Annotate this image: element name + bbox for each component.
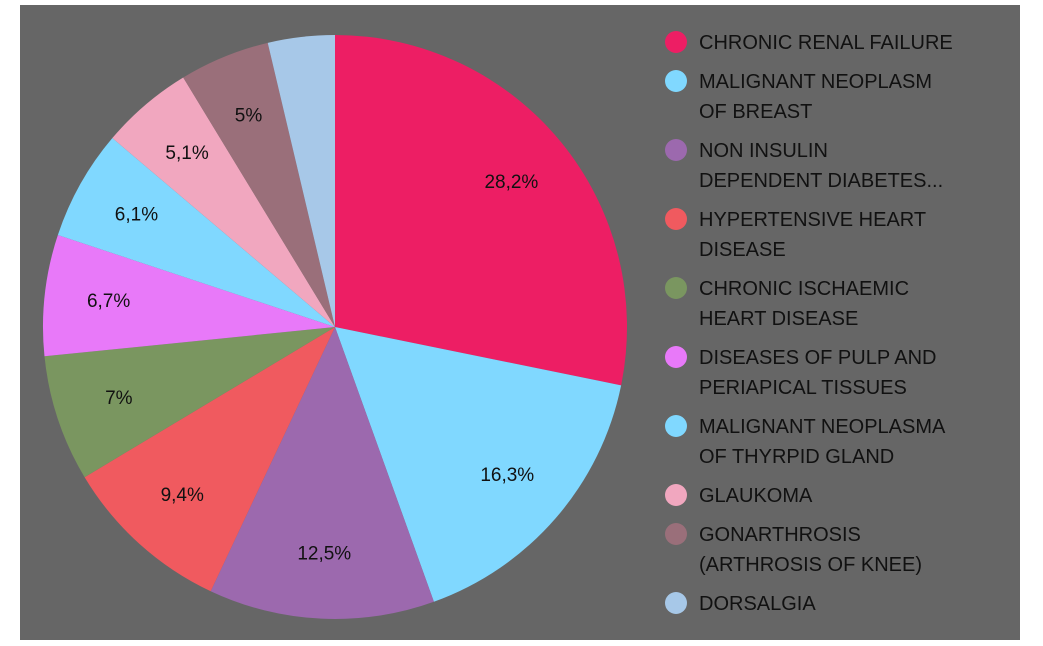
legend-label: GLAUKOMA bbox=[699, 485, 813, 507]
data-label: 7% bbox=[105, 388, 133, 409]
legend-label: CHRONIC RENAL FAILURE bbox=[699, 32, 953, 54]
pie-slice bbox=[84, 327, 335, 592]
legend-item: MALIGNANT NEOPLASM OF BREAST bbox=[665, 67, 953, 127]
legend-swatch bbox=[665, 523, 687, 545]
data-label: 28,2% bbox=[484, 172, 538, 193]
legend-swatch bbox=[665, 31, 687, 53]
legend-item: GLAUKOMA bbox=[665, 481, 953, 511]
pie-slice bbox=[43, 235, 336, 357]
pie-slice bbox=[44, 327, 335, 478]
data-label: 12,5% bbox=[297, 544, 351, 565]
data-label: 9,4% bbox=[161, 485, 204, 506]
chart: 28,2% 16,3% 12,5% 9,4% 7% 6,7% 6,1% 5,1% 5% bbox=[43, 35, 627, 619]
legend-label: MALIGNANT NEOPLASM OF BREAST bbox=[699, 71, 933, 123]
chart-panel: 28,2% 16,3% 12,5% 9,4% 7% 6,7% 6,1% 5,1% 5% CHRO… bbox=[20, 5, 1020, 640]
legend-swatch bbox=[665, 415, 687, 437]
legend-item: CHRONIC ISCHAEMIC HEART DISEASE bbox=[665, 274, 953, 334]
legend-label: NON INSULIN DEPENDENT DIABETES... bbox=[699, 140, 944, 192]
legend-label: GONARTHROSIS (ARTHROSIS OF KNEE) bbox=[699, 524, 922, 576]
data-label: 5,1% bbox=[165, 143, 208, 164]
pie-slice bbox=[112, 77, 335, 327]
legend-item: NON INSULIN DEPENDENT DIABETES... bbox=[665, 136, 953, 196]
legend-swatch bbox=[665, 484, 687, 506]
legend-item: CHRONIC RENAL FAILURE bbox=[665, 28, 953, 58]
data-label: 5% bbox=[235, 105, 263, 126]
pie-slice bbox=[267, 35, 335, 327]
legend-item: GONARTHROSIS (ARTHROSIS OF KNEE) bbox=[665, 520, 953, 580]
legend-label: CHRONIC ISCHAEMIC HEART DISEASE bbox=[699, 278, 910, 330]
data-label: 6,7% bbox=[87, 291, 130, 312]
legend-swatch bbox=[665, 346, 687, 368]
data-label: 6,1% bbox=[115, 204, 158, 225]
legend-item: DORSALGIA bbox=[665, 589, 953, 619]
pie-slice bbox=[335, 35, 627, 386]
legend-label: HYPERTENSIVE HEART DISEASE bbox=[699, 209, 927, 261]
pie-slice bbox=[183, 42, 335, 328]
legend-label: DORSALGIA bbox=[699, 593, 816, 615]
legend-item: MALIGNANT NEOPLASMA OF THYRPID GLAND bbox=[665, 412, 953, 472]
pie-slice bbox=[335, 327, 622, 602]
legend-swatch bbox=[665, 277, 687, 299]
legend-item: HYPERTENSIVE HEART DISEASE bbox=[665, 205, 953, 265]
legend-swatch bbox=[665, 139, 687, 161]
legend-swatch bbox=[665, 70, 687, 92]
legend-swatch bbox=[665, 208, 687, 230]
legend-item: DISEASES OF PULP AND PERIAPICAL TISSUES bbox=[665, 343, 953, 403]
pie-slice bbox=[57, 138, 336, 327]
pie-slice bbox=[210, 327, 434, 619]
legend: CHRONIC RENAL FAILURE MALIGNANT NEOPLASM … bbox=[665, 28, 953, 619]
data-label: 16,3% bbox=[480, 465, 534, 486]
legend-label: DISEASES OF PULP AND PERIAPICAL TISSUES bbox=[699, 347, 937, 399]
legend-swatch bbox=[665, 592, 687, 614]
legend-label: MALIGNANT NEOPLASMA OF THYRPID GLAND bbox=[699, 416, 946, 468]
